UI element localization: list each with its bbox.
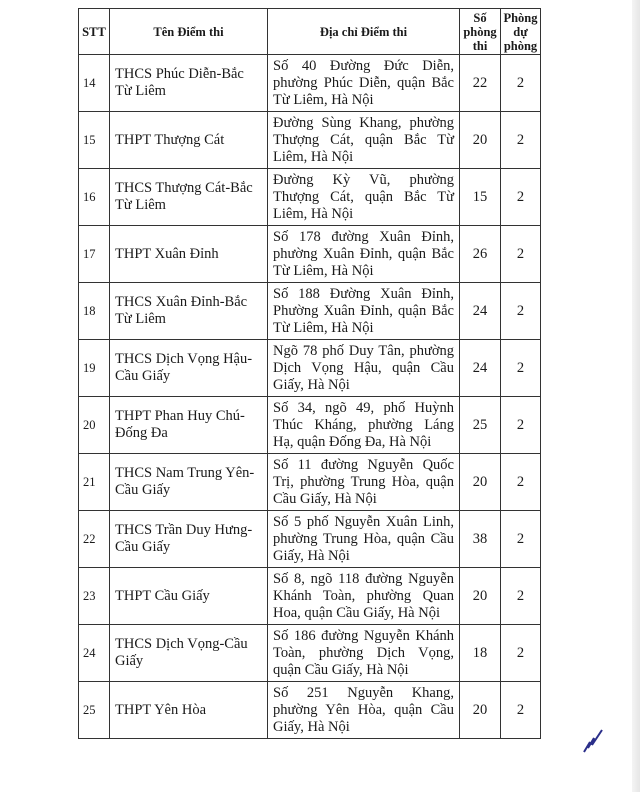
cell-rooms: 22 bbox=[459, 54, 501, 112]
cell-rooms: 20 bbox=[459, 111, 501, 169]
cell-stt: 25 bbox=[78, 681, 110, 739]
cell-stt: 21 bbox=[78, 453, 110, 511]
cell-reserve: 2 bbox=[500, 282, 541, 340]
cell-stt: 18 bbox=[78, 282, 110, 340]
cell-name: THCS Dịch Vọng Hậu-Cầu Giấy bbox=[109, 339, 268, 397]
table-row: 16 THCS Thượng Cát-Bắc Từ Liêm Đường Kỳ Vũ… bbox=[78, 168, 541, 226]
cell-rooms: 25 bbox=[459, 396, 501, 454]
header-name: Tên Điểm thi bbox=[109, 8, 268, 55]
cell-rooms: 26 bbox=[459, 225, 501, 283]
header-rooms: Số phòng thi bbox=[459, 8, 501, 55]
cell-stt: 14 bbox=[78, 54, 110, 112]
table-row: 22 THCS Trần Duy Hưng-Cầu Giấy Số 5 phố Ng… bbox=[78, 510, 541, 568]
cell-stt: 24 bbox=[78, 624, 110, 682]
table-row: 24 THCS Dịch Vọng-Cầu Giấy Số 186 đường Ng… bbox=[78, 624, 541, 682]
cell-reserve: 2 bbox=[500, 168, 541, 226]
cell-name: THCS Trần Duy Hưng-Cầu Giấy bbox=[109, 510, 268, 568]
cell-stt: 20 bbox=[78, 396, 110, 454]
header-reserve: Phòng dự phòng bbox=[500, 8, 541, 55]
cell-address: Số 251 Nguyễn Khang, phường Yên Hòa, quậ… bbox=[267, 681, 460, 739]
cell-reserve: 2 bbox=[500, 396, 541, 454]
cell-rooms: 20 bbox=[459, 681, 501, 739]
cell-address: Số 178 đường Xuân Đỉnh, phường Xuân Đỉnh… bbox=[267, 225, 460, 283]
table-row: 19 THCS Dịch Vọng Hậu-Cầu Giấy Ngõ 78 phố … bbox=[78, 339, 541, 397]
cell-reserve: 2 bbox=[500, 339, 541, 397]
cell-name: THCS Xuân Đỉnh-Bắc Từ Liêm bbox=[109, 282, 268, 340]
cell-address: Đường Sùng Khang, phường Thượng Cát, quậ… bbox=[267, 111, 460, 169]
cell-name: THPT Cầu Giấy bbox=[109, 567, 268, 625]
table-row: 23 THPT Cầu Giấy Số 8, ngõ 118 đường Nguyễ… bbox=[78, 567, 541, 625]
cell-address: Đường Kỳ Vũ, phường Thượng Cát, quận Bắc… bbox=[267, 168, 460, 226]
cell-name: THPT Phan Huy Chú-Đống Đa bbox=[109, 396, 268, 454]
cell-address: Số 186 đường Nguyễn Khánh Toàn, phường D… bbox=[267, 624, 460, 682]
table-row: 14 THCS Phúc Diễn-Bắc Từ Liêm Số 40 Đường … bbox=[78, 54, 541, 112]
cell-reserve: 2 bbox=[500, 111, 541, 169]
cell-name: THPT Xuân Đỉnh bbox=[109, 225, 268, 283]
cell-address: Số 188 Đường Xuân Đỉnh, Phường Xuân Đỉnh… bbox=[267, 282, 460, 340]
cell-rooms: 15 bbox=[459, 168, 501, 226]
cell-rooms: 24 bbox=[459, 339, 501, 397]
cell-name: THCS Phúc Diễn-Bắc Từ Liêm bbox=[109, 54, 268, 112]
signature-mark-icon bbox=[583, 729, 603, 753]
cell-address: Số 40 Đường Đức Diễn, phường Phúc Diễn, … bbox=[267, 54, 460, 112]
cell-rooms: 20 bbox=[459, 567, 501, 625]
page-edge-shadow bbox=[632, 0, 640, 792]
cell-name: THCS Dịch Vọng-Cầu Giấy bbox=[109, 624, 268, 682]
exam-sites-table: STT Tên Điểm thi Địa chỉ Điểm thi Số phò… bbox=[78, 8, 541, 739]
table-row: 15 THPT Thượng Cát Đường Sùng Khang, phườn… bbox=[78, 111, 541, 169]
cell-stt: 22 bbox=[78, 510, 110, 568]
cell-address: Số 11 đường Nguyễn Quốc Trị, phường Trun… bbox=[267, 453, 460, 511]
cell-rooms: 38 bbox=[459, 510, 501, 568]
cell-reserve: 2 bbox=[500, 54, 541, 112]
cell-reserve: 2 bbox=[500, 681, 541, 739]
cell-name: THPT Yên Hòa bbox=[109, 681, 268, 739]
cell-reserve: 2 bbox=[500, 510, 541, 568]
table-row: 21 THCS Nam Trung Yên-Cầu Giấy Số 11 đường… bbox=[78, 453, 541, 511]
cell-name: THPT Thượng Cát bbox=[109, 111, 268, 169]
cell-reserve: 2 bbox=[500, 567, 541, 625]
table-row: 25 THPT Yên Hòa Số 251 Nguyễn Khang, phườn… bbox=[78, 681, 541, 739]
cell-rooms: 24 bbox=[459, 282, 501, 340]
cell-reserve: 2 bbox=[500, 624, 541, 682]
table-row: 20 THPT Phan Huy Chú-Đống Đa Số 34, ngõ 49… bbox=[78, 396, 541, 454]
table-row: 17 THPT Xuân Đỉnh Số 178 đường Xuân Đỉnh, … bbox=[78, 225, 541, 283]
cell-stt: 23 bbox=[78, 567, 110, 625]
cell-stt: 17 bbox=[78, 225, 110, 283]
cell-address: Ngõ 78 phố Duy Tân, phường Dịch Vọng Hậu… bbox=[267, 339, 460, 397]
cell-stt: 15 bbox=[78, 111, 110, 169]
cell-name: THCS Nam Trung Yên-Cầu Giấy bbox=[109, 453, 268, 511]
cell-reserve: 2 bbox=[500, 453, 541, 511]
cell-address: Số 8, ngõ 118 đường Nguyễn Khánh Toàn, p… bbox=[267, 567, 460, 625]
table-row: 18 THCS Xuân Đỉnh-Bắc Từ Liêm Số 188 Đường… bbox=[78, 282, 541, 340]
header-stt: STT bbox=[78, 8, 110, 55]
table-header-row: STT Tên Điểm thi Địa chỉ Điểm thi Số phò… bbox=[78, 8, 541, 55]
cell-rooms: 18 bbox=[459, 624, 501, 682]
cell-address: Số 34, ngõ 49, phố Huỳnh Thúc Kháng, phư… bbox=[267, 396, 460, 454]
header-address: Địa chỉ Điểm thi bbox=[267, 8, 460, 55]
cell-reserve: 2 bbox=[500, 225, 541, 283]
cell-address: Số 5 phố Nguyễn Xuân Linh, phường Trung … bbox=[267, 510, 460, 568]
cell-stt: 16 bbox=[78, 168, 110, 226]
cell-name: THCS Thượng Cát-Bắc Từ Liêm bbox=[109, 168, 268, 226]
cell-stt: 19 bbox=[78, 339, 110, 397]
cell-rooms: 20 bbox=[459, 453, 501, 511]
